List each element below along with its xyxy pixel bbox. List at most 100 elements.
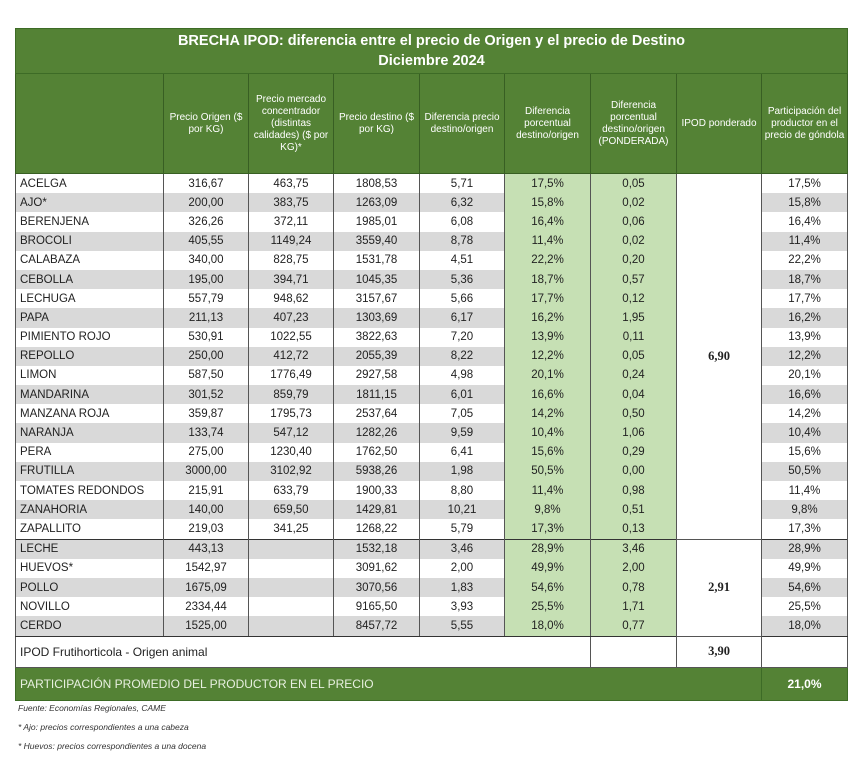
table-row: REPOLLO 250,00 412,72 2055,39 8,22 12,2% 0,05 1… bbox=[15, 346, 849, 366]
table-cell: 316,67 bbox=[163, 173, 249, 194]
table-cell: 17,5% bbox=[504, 173, 591, 194]
table-cell: 9,8% bbox=[760, 500, 849, 520]
table-cell: 14,2% bbox=[760, 404, 849, 424]
table-cell: 587,50 bbox=[163, 365, 249, 386]
table-cell: 195,00 bbox=[163, 269, 249, 290]
table-cell: 405,55 bbox=[163, 231, 249, 251]
total-empty-cell bbox=[590, 635, 677, 668]
table-cell: 3,46 bbox=[419, 538, 505, 559]
table-cell: 0,20 bbox=[590, 250, 677, 270]
table-cell bbox=[248, 538, 334, 559]
product-name: CERDO bbox=[15, 616, 164, 637]
table-cell bbox=[248, 597, 334, 617]
ipod-table-container: BRECHA IPOD: diferencia entre el precio … bbox=[14, 28, 849, 701]
table-cell: 530,91 bbox=[163, 327, 249, 347]
table-cell: 1268,22 bbox=[333, 519, 420, 540]
table-cell: 301,52 bbox=[163, 385, 249, 405]
table-cell: 443,13 bbox=[163, 538, 249, 559]
table-cell: 828,75 bbox=[248, 250, 334, 270]
table-cell: 1900,33 bbox=[333, 481, 420, 501]
footnote-source: Fuente: Economías Regionales, CAME bbox=[18, 703, 166, 713]
table-cell: 15,8% bbox=[760, 193, 849, 213]
table-cell: 16,2% bbox=[760, 308, 849, 328]
table-cell: 1531,78 bbox=[333, 250, 420, 270]
table-cell: 16,2% bbox=[504, 308, 591, 328]
table-cell: 133,74 bbox=[163, 423, 249, 443]
table-cell: 8,22 bbox=[419, 346, 505, 366]
table-cell: 17,7% bbox=[504, 289, 591, 309]
table-cell: 3,46 bbox=[590, 538, 677, 559]
table-cell: 9,8% bbox=[504, 500, 591, 520]
table-row: LECHE 443,13 1532,18 3,46 28,9% 3,46 2,91 28,9% bbox=[15, 538, 849, 637]
table-cell: 1022,55 bbox=[248, 327, 334, 347]
table-cell: 14,2% bbox=[504, 404, 591, 424]
table-cell: 16,4% bbox=[504, 212, 591, 232]
table-cell: 633,79 bbox=[248, 481, 334, 501]
table-cell: 6,41 bbox=[419, 442, 505, 462]
table-cell: 5,79 bbox=[419, 519, 505, 540]
table-cell: 20,1% bbox=[504, 365, 591, 386]
table-cell: 6,17 bbox=[419, 308, 505, 328]
table-cell: 18,7% bbox=[760, 269, 849, 290]
table-row: NARANJA 133,74 547,12 1282,26 9,59 10,4% 1,06 1… bbox=[15, 423, 849, 443]
table-row: BERENJENA 326,26 372,11 1985,01 6,08 16,4% 0,0… bbox=[15, 212, 849, 232]
table-cell: 1532,18 bbox=[333, 538, 420, 559]
table-cell: 9,59 bbox=[419, 423, 505, 443]
table-cell: 0,50 bbox=[590, 404, 677, 424]
table-row: LIMON 587,50 1776,49 2927,58 4,98 20,1% 0,24 20… bbox=[15, 365, 849, 386]
table-cell: 3,93 bbox=[419, 597, 505, 617]
table-cell: 0,77 bbox=[590, 616, 677, 637]
table-cell: 0,04 bbox=[590, 385, 677, 405]
table-cell: 5,36 bbox=[419, 269, 505, 290]
table-cell: 16,6% bbox=[504, 385, 591, 405]
table-cell: 0,11 bbox=[590, 327, 677, 347]
table-title: BRECHA IPOD: diferencia entre el precio … bbox=[14, 28, 849, 74]
table-cell: 16,4% bbox=[760, 212, 849, 232]
column-header: Diferencia porcentual destino/origen bbox=[504, 73, 591, 174]
table-row: NOVILLO 2334,44 9165,50 3,93 25,5% 1,71 25,5% bbox=[15, 597, 849, 617]
table-cell: 9165,50 bbox=[333, 597, 420, 617]
table-cell: 4,98 bbox=[419, 365, 505, 386]
footnote-ajo: * Ajo: precios correspondientes a una ca… bbox=[18, 722, 189, 732]
table-cell: 0,57 bbox=[590, 269, 677, 290]
ipod-ponderado-cell: 6,90 bbox=[676, 173, 762, 540]
table-cell: 1776,49 bbox=[248, 365, 334, 386]
table-cell: 1675,09 bbox=[163, 577, 249, 598]
product-name: NOVILLO bbox=[15, 597, 164, 617]
table-cell: 407,23 bbox=[248, 308, 334, 328]
table-cell: 49,9% bbox=[504, 558, 591, 578]
table-cell: 0,24 bbox=[590, 365, 677, 386]
table-cell: 3822,63 bbox=[333, 327, 420, 347]
product-name: MANDARINA bbox=[15, 385, 164, 405]
column-header: Precio mercado concentrador (distintas c… bbox=[248, 73, 334, 174]
table-cell: 1525,00 bbox=[163, 616, 249, 637]
table-row: MANDARINA 301,52 859,79 1811,15 6,01 16,6% 0,0… bbox=[15, 385, 849, 405]
table-cell: 25,5% bbox=[504, 597, 591, 617]
table-cell: 326,26 bbox=[163, 212, 249, 232]
product-name: ZAPALLITO bbox=[15, 519, 164, 540]
product-name: HUEVOS* bbox=[15, 558, 164, 578]
table-row: PERA 275,00 1230,40 1762,50 6,41 15,6% 0,29 15,… bbox=[15, 442, 849, 462]
table-cell: 0,13 bbox=[590, 519, 677, 540]
table-cell: 1303,69 bbox=[333, 308, 420, 328]
table-row: PIMIENTO ROJO 530,91 1022,55 3822,63 7,20 13,… bbox=[15, 327, 849, 347]
table-cell: 341,25 bbox=[248, 519, 334, 540]
table-cell: 3102,92 bbox=[248, 461, 334, 481]
table-cell: 2,00 bbox=[419, 558, 505, 578]
table-row: BROCOLI 405,55 1149,24 3559,40 8,78 11,4% 0,02… bbox=[15, 231, 849, 251]
participation-row: PARTICIPACIÓN PROMEDIO DEL PRODUCTOR EN … bbox=[15, 666, 849, 701]
table-cell: 20,1% bbox=[760, 365, 849, 386]
table-row: ACELGA 316,67 463,75 1808,53 5,71 17,5% 0,05 6,… bbox=[15, 173, 849, 540]
table-cell: 11,4% bbox=[504, 481, 591, 501]
table-row: ZANAHORIA 140,00 659,50 1429,81 10,21 9,8% 0,5… bbox=[15, 500, 849, 520]
table-cell: 859,79 bbox=[248, 385, 334, 405]
table-cell: 2,00 bbox=[590, 558, 677, 578]
total-label: IPOD Frutihorticola - Origen animal bbox=[15, 635, 591, 668]
table-row: CEBOLLA 195,00 394,71 1045,35 5,36 18,7% 0,57 1… bbox=[15, 269, 849, 290]
title-text: BRECHA IPOD: diferencia entre el precio … bbox=[177, 33, 686, 49]
table-cell: 54,6% bbox=[504, 577, 591, 598]
table-cell: 12,2% bbox=[504, 346, 591, 366]
subtitle-text: Diciembre 2024 bbox=[378, 53, 485, 69]
product-name: ZANAHORIA bbox=[15, 500, 164, 520]
table-cell: 8,78 bbox=[419, 231, 505, 251]
